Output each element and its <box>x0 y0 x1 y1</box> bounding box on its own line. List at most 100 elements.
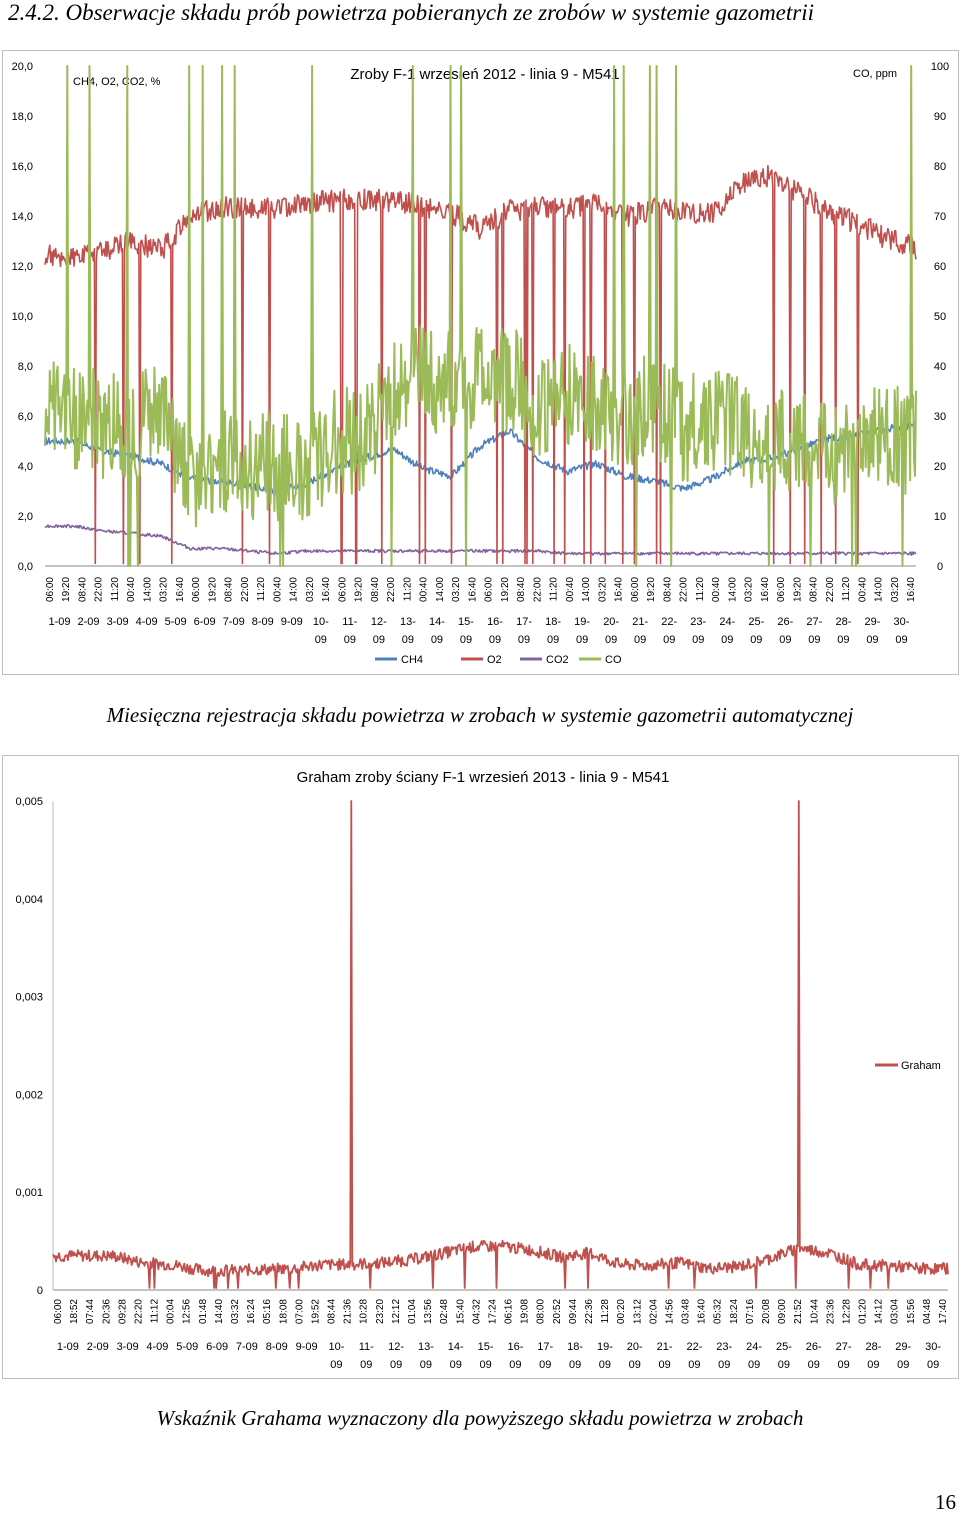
x-time-label: 01:04 <box>407 1299 418 1324</box>
y-tick-label: 0,003 <box>15 992 43 1004</box>
x-day-label: 15-09 <box>478 1341 494 1371</box>
x-day-label: 20-09 <box>603 616 619 646</box>
x-time-label: 03:20 <box>159 577 170 602</box>
x-time-label: 21:36 <box>343 1299 354 1324</box>
x-time-label: 08:00 <box>536 1299 547 1324</box>
series-line-co2 <box>44 524 917 556</box>
x-time-label: 16:40 <box>467 577 478 602</box>
y-tick-label: 18,0 <box>12 111 33 123</box>
x-day-label: 17-09 <box>516 616 532 646</box>
x-time-label: 14:00 <box>874 577 885 602</box>
legend-label-o2: O2 <box>487 654 502 666</box>
x-time-label: 15:40 <box>455 1299 466 1324</box>
x-time-label: 16:24 <box>246 1299 257 1324</box>
chart-title: Graham zroby ściany F-1 wrzesień 2013 - … <box>297 769 670 786</box>
y2-tick-label: 60 <box>934 261 946 273</box>
x-day-label: 16-09 <box>507 1341 523 1371</box>
x-time-label: 15:56 <box>906 1299 917 1324</box>
x-day-label: 10-09 <box>328 1341 344 1371</box>
y2-tick-label: 80 <box>934 161 946 173</box>
y2-tick-label: 50 <box>934 311 946 323</box>
x-time-label: 14:00 <box>435 577 446 602</box>
x-time-label: 16:40 <box>906 577 917 602</box>
y-tick-label: 16,0 <box>12 161 33 173</box>
x-time-label: 18:52 <box>69 1299 80 1324</box>
gas-composition-plot: 0,0 2,0 4,0 6,0 8,0 10,0 12,0 14,0 16,0 18,0 20,0 0… <box>12 61 950 666</box>
y-tick-label: 14,0 <box>12 211 33 223</box>
x-time-label: 03:20 <box>451 577 462 602</box>
x-time-label: 19:20 <box>500 577 511 602</box>
section-heading: 2.4.2. Obserwacje składu prób powietrza … <box>8 0 815 25</box>
x-time-label: 00:40 <box>857 577 868 602</box>
y2-tick-label: 0 <box>937 561 943 573</box>
x-time-label: 14:00 <box>143 577 154 602</box>
x-day-label: 13-09 <box>400 616 416 646</box>
y-tick-label: 0,002 <box>15 1089 43 1101</box>
x-time-label: 22:20 <box>134 1299 145 1324</box>
x-time-label: 03:20 <box>890 577 901 602</box>
x-time-label: 03:32 <box>230 1299 241 1324</box>
y-axis-title: CH4, O2, CO2, % <box>73 76 161 88</box>
x-time-label: 06:00 <box>45 577 56 602</box>
x-day-label: 18-09 <box>545 616 561 646</box>
x-time-label: 19:20 <box>792 577 803 602</box>
x-day-label: 30-09 <box>894 616 910 646</box>
x-time-label: 13:12 <box>632 1299 643 1324</box>
x-day-label: 26-09 <box>777 616 793 646</box>
x-time-label: 08:40 <box>662 577 673 602</box>
x-day-label: 13-09 <box>418 1341 434 1371</box>
x-time-label: 14:00 <box>289 577 300 602</box>
x-time-label: 19:52 <box>311 1299 322 1324</box>
y2-tick-label: 70 <box>934 211 946 223</box>
y-tick-label: 8,0 <box>18 361 33 373</box>
caption-gas-chart: Miesięczna rejestracja składu powietrza … <box>106 703 854 727</box>
x-time-label: 06:00 <box>191 577 202 602</box>
x-time-label: 17:24 <box>488 1299 499 1324</box>
x-time-label: 18:08 <box>278 1299 289 1324</box>
y-tick-label: 4,0 <box>18 461 33 473</box>
x-time-label: 10:44 <box>809 1299 820 1324</box>
x-time-label: 03:20 <box>305 577 316 602</box>
x-time-label: 11:28 <box>600 1299 611 1324</box>
series-line-o2 <box>44 164 917 565</box>
x-time-label: 02:48 <box>439 1299 450 1324</box>
graham-index-plot: 0 0,001 0,002 0,003 0,004 0,005 Graham zroby ś… <box>15 769 949 1371</box>
x-time-label: 08:40 <box>224 577 235 602</box>
series-line-graham <box>52 800 949 1289</box>
x-day-label: 14-09 <box>429 616 445 646</box>
chart-title: Zroby F-1 wrzesień 2012 - linia 9 - M541 <box>350 66 619 83</box>
gas-composition-chart: 0,0 2,0 4,0 6,0 8,0 10,0 12,0 14,0 16,0 18,0 20,0 0… <box>2 50 959 675</box>
x-day-label: 2-09 <box>78 616 100 628</box>
x-day-label: 10-09 <box>313 616 329 646</box>
x-time-label: 19:08 <box>520 1299 531 1324</box>
x-time-label: 22:00 <box>825 577 836 602</box>
x-time-label: 23:36 <box>825 1299 836 1324</box>
x-day-label: 23-09 <box>690 616 706 646</box>
x-day-label: 21-09 <box>632 616 648 646</box>
x-time-label: 19:20 <box>646 577 657 602</box>
x-time-label: 11:12 <box>150 1299 161 1324</box>
x-time-label: 06:00 <box>337 577 348 602</box>
x-day-label: 2-09 <box>87 1341 109 1353</box>
x-time-label: 20:52 <box>552 1299 563 1324</box>
x-time-label: 16:40 <box>175 577 186 602</box>
x-time-label: 11:20 <box>256 577 267 602</box>
x-day-label: 11-09 <box>359 1341 374 1371</box>
x-time-label: 00:20 <box>616 1299 627 1324</box>
x-time-label: 13:56 <box>423 1299 434 1324</box>
y-tick-label: 0,0 <box>18 561 33 573</box>
x-day-label: 7-09 <box>236 1341 258 1353</box>
x-time-label: 17:40 <box>938 1299 949 1324</box>
x-time-label: 16:40 <box>760 577 771 602</box>
y2-tick-label: 100 <box>931 61 949 73</box>
x-time-label: 00:40 <box>272 577 283 602</box>
x-day-label: 20-09 <box>627 1341 643 1371</box>
x-time-label: 19:20 <box>354 577 365 602</box>
x-time-label: 05:16 <box>262 1299 273 1324</box>
x-time-label: 01:48 <box>198 1299 209 1324</box>
x-time-label: 08:40 <box>516 577 527 602</box>
y-tick-label: 0,004 <box>15 894 43 906</box>
x-time-label: 16:40 <box>321 577 332 602</box>
x-time-label: 11:20 <box>549 577 560 602</box>
y-tick-label: 20,0 <box>12 61 33 73</box>
